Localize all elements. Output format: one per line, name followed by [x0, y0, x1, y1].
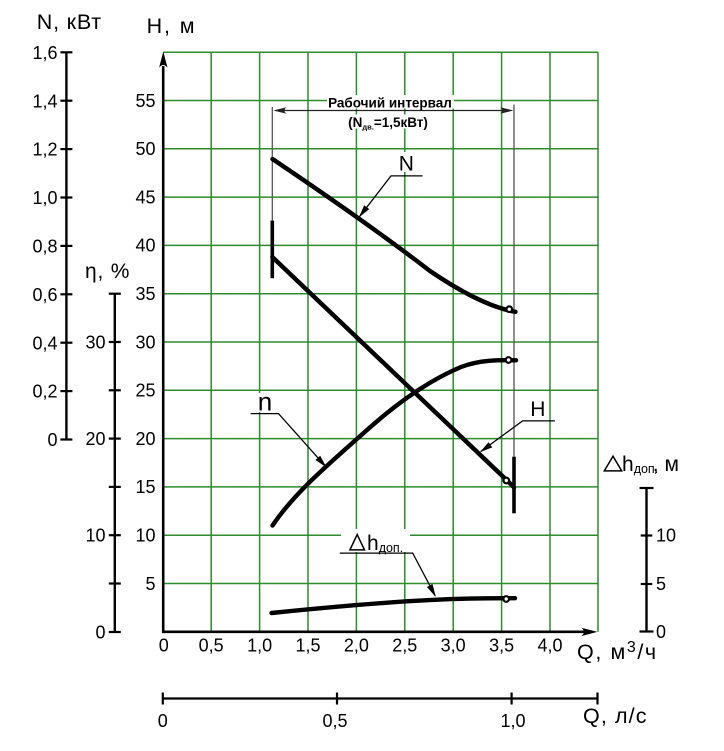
svg-text:25: 25 [135, 381, 155, 401]
svg-text:2,5: 2,5 [392, 636, 417, 656]
svg-text:hдоп., м: hдоп., м [622, 453, 679, 476]
svg-text:0,4: 0,4 [32, 333, 57, 353]
svg-text:0: 0 [158, 711, 168, 731]
svg-text:Q, м3/ч: Q, м3/ч [577, 639, 658, 664]
svg-text:0: 0 [47, 430, 57, 450]
svg-text:30: 30 [85, 333, 105, 353]
svg-text:1,5: 1,5 [295, 636, 320, 656]
svg-text:η, %: η, % [85, 260, 130, 283]
svg-text:N: N [399, 153, 414, 176]
svg-text:20: 20 [85, 429, 105, 449]
svg-text:35: 35 [135, 284, 155, 304]
svg-text:0: 0 [95, 623, 105, 643]
svg-text:10: 10 [656, 526, 676, 546]
svg-text:4,0: 4,0 [537, 636, 562, 656]
svg-text:3,5: 3,5 [489, 636, 514, 656]
svg-text:1,6: 1,6 [32, 43, 57, 63]
svg-text:N, кВт: N, кВт [37, 10, 102, 34]
svg-text:30: 30 [135, 332, 155, 352]
svg-text:0,6: 0,6 [32, 285, 57, 305]
svg-text:0,8: 0,8 [32, 237, 57, 257]
svg-text:Q, л/с: Q, л/с [583, 704, 648, 728]
svg-text:H, м: H, м [147, 14, 197, 38]
svg-text:3,0: 3,0 [441, 636, 466, 656]
svg-text:H: H [530, 398, 545, 421]
svg-text:5: 5 [145, 574, 155, 594]
svg-text:1,2: 1,2 [32, 140, 57, 160]
svg-text:0: 0 [656, 622, 666, 642]
svg-text:(Nдв.=1,5кВт): (Nдв.=1,5кВт) [348, 115, 428, 132]
svg-text:15: 15 [135, 477, 155, 497]
svg-text:n: n [258, 387, 272, 417]
svg-text:1,4: 1,4 [32, 91, 57, 111]
svg-text:1,0: 1,0 [247, 636, 272, 656]
svg-text:1,0: 1,0 [500, 711, 525, 731]
svg-text:40: 40 [135, 236, 155, 256]
svg-text:2,0: 2,0 [344, 636, 369, 656]
svg-text:Рабочий интервал: Рабочий интервал [328, 96, 452, 111]
svg-text:55: 55 [135, 91, 155, 111]
svg-text:10: 10 [135, 526, 155, 546]
svg-text:10: 10 [85, 526, 105, 546]
svg-text:0,5: 0,5 [199, 636, 224, 656]
svg-text:50: 50 [135, 139, 155, 159]
svg-text:0: 0 [159, 636, 169, 656]
svg-text:45: 45 [135, 187, 155, 207]
svg-text:0,5: 0,5 [322, 711, 347, 731]
svg-text:5: 5 [656, 574, 666, 594]
svg-text:20: 20 [135, 429, 155, 449]
svg-text:0,2: 0,2 [32, 382, 57, 402]
svg-text:1,0: 1,0 [32, 188, 57, 208]
